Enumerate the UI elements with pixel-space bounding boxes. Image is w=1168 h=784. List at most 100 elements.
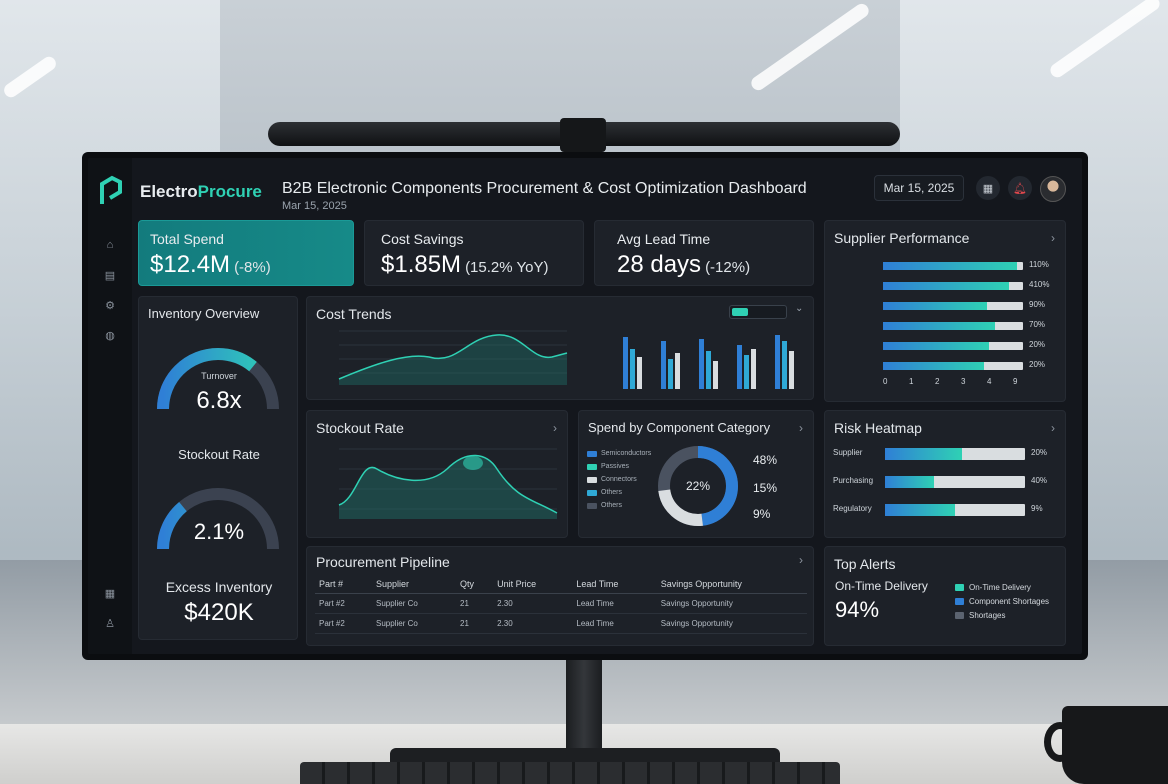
chevron-right-icon[interactable]: › [799, 553, 803, 567]
risk-bar-label: Supplier [833, 448, 863, 457]
card-title: Inventory Overview [148, 306, 260, 321]
brand-name: ElectroProcure [140, 182, 262, 201]
cost-bar [751, 349, 756, 389]
chevron-right-icon[interactable]: › [1051, 421, 1055, 435]
cost-bar [706, 351, 711, 389]
series-toggle[interactable] [729, 305, 787, 319]
top-alerts-card: Top Alerts On-Time Delivery 94% On-Time … [824, 546, 1066, 646]
turnover-value: 6.8x [196, 387, 242, 414]
keyboard [300, 762, 840, 784]
calendar-button[interactable]: ▦ [976, 176, 1000, 200]
supplier-bar-track [883, 362, 1023, 370]
user-icon[interactable]: ♙ [105, 617, 115, 630]
cost-bar [775, 335, 780, 389]
sidebar: ⌂ ▤ ⚙ ◍ ▦ ♙ [88, 158, 132, 654]
table-cell: Part #2 [315, 613, 372, 634]
monitor-stand [566, 655, 602, 755]
supplier-bar-row: 410% [833, 279, 1049, 293]
risk-heatmap-card: Risk Heatmap › Supplier 20% Purchasing 40% R… [824, 410, 1066, 538]
risk-bar-track [885, 476, 1025, 488]
orders-icon[interactable]: ▤ [104, 269, 116, 282]
risk-bar-row: Purchasing 40% [833, 475, 1047, 489]
calendar-icon[interactable]: ▦ [104, 587, 116, 600]
category-donut [658, 446, 738, 526]
column-header[interactable]: Unit Price [493, 575, 573, 594]
legend-swatch [587, 451, 597, 457]
cost-trends-chart [338, 330, 568, 385]
light-bar-clip [560, 118, 606, 152]
legend-swatch [587, 503, 597, 509]
table-row[interactable]: Part #2 Supplier Co 21 2.30 Lead Time Savings… [315, 613, 807, 634]
supplier-bar-track [883, 282, 1023, 290]
alert-item[interactable]: Shortages [969, 611, 1006, 620]
column-header[interactable]: Part # [315, 575, 372, 594]
risk-bar-label: Regulatory [833, 504, 872, 513]
donut-center-label: 22% [685, 479, 711, 493]
turnover-gauge [157, 348, 279, 410]
cost-bar [661, 341, 666, 389]
inventory-overview-card: Inventory Overview Turnover 6.8x Stockou… [138, 296, 298, 640]
legend-swatch [587, 464, 597, 470]
axis-tick-label: 4 [987, 377, 992, 386]
page-title: B2B Electronic Components Procurement & … [282, 180, 807, 197]
legend-swatch [587, 490, 597, 496]
cost-bar [713, 361, 718, 389]
kpi-card-lead-time[interactable]: Avg Lead Time 28 days (-12%) [594, 220, 814, 286]
axis-tick-label: 9 [1013, 377, 1018, 386]
table-header-row: Part # Supplier Qty Unit Price Lead Time Savi… [315, 575, 807, 594]
avatar[interactable] [1040, 176, 1066, 202]
cost-trends-card: Cost Trends ⌄ [306, 296, 814, 400]
cost-bar [744, 355, 749, 389]
chevron-down-icon[interactable]: ⌄ [795, 303, 804, 314]
alert-item[interactable]: Component Shortages [969, 597, 1050, 606]
ontime-value: 94% [835, 597, 880, 622]
cost-bar [782, 341, 787, 389]
table-cell: Savings Opportunity [656, 613, 807, 634]
column-header[interactable]: Supplier [372, 575, 456, 594]
table-cell: Lead Time [572, 593, 657, 614]
cost-trends-bars [623, 335, 794, 389]
supplier-bar-fill [883, 342, 990, 350]
column-header[interactable]: Savings Opportunity [656, 575, 807, 594]
legend-label: Passives [601, 463, 630, 470]
table-cell: Part #2 [315, 593, 372, 614]
chevron-right-icon[interactable]: › [553, 421, 557, 435]
alert-swatch [955, 612, 964, 619]
supplier-bar-pct: 110% [1029, 260, 1049, 269]
card-title: Supplier Performance [834, 230, 970, 246]
cost-bar [668, 359, 673, 389]
supplier-bar-pct: 70% [1029, 320, 1046, 329]
date-picker[interactable]: Mar 15, 2025 [874, 175, 964, 201]
axis-tick-label: 1 [909, 377, 914, 386]
risk-bar-row: Supplier 20% [833, 447, 1047, 461]
supplier-bar-row: 20% [833, 339, 1045, 353]
supplier-bar-track [883, 322, 1023, 330]
globe-icon[interactable]: ◍ [105, 329, 115, 342]
risk-bar-track [885, 504, 1025, 516]
bell-icon: 🔔︎ [1013, 182, 1027, 195]
chevron-right-icon[interactable]: › [1051, 231, 1055, 245]
risk-bar-fill [885, 476, 934, 488]
table-row[interactable]: Part #2 Supplier Co 21 2.30 Lead Time Savings… [315, 593, 807, 614]
legend-label: Semiconductors [601, 450, 652, 457]
turnover-label: Turnover [201, 371, 237, 381]
cost-bar [675, 353, 680, 389]
column-header[interactable]: Lead Time [572, 575, 657, 594]
alert-item[interactable]: On-Time Delivery [969, 583, 1031, 592]
settings-icon[interactable]: ⚙ [105, 299, 115, 312]
axis-tick-label: 2 [935, 377, 940, 386]
kpi-card-total-spend[interactable]: Total Spend $12.4M (-8%) [138, 220, 354, 286]
column-header[interactable]: Qty [456, 575, 494, 594]
kpi-value: $1.85M (15.2% YoY) [381, 251, 549, 278]
chevron-right-icon[interactable]: › [799, 421, 803, 435]
supplier-bar-track [883, 262, 1023, 270]
card-title: Stockout Rate [316, 420, 404, 436]
kpi-card-cost-savings[interactable]: Cost Savings $1.85M (15.2% YoY) [364, 220, 584, 286]
legend-swatch [587, 477, 597, 483]
cost-bar [737, 345, 742, 389]
notifications-button[interactable]: 🔔︎ [1008, 176, 1032, 200]
stockout-gauge [157, 488, 279, 550]
toggle-swatch [732, 308, 748, 316]
card-title: Top Alerts [834, 556, 896, 572]
home-icon[interactable]: ⌂ [106, 239, 114, 251]
